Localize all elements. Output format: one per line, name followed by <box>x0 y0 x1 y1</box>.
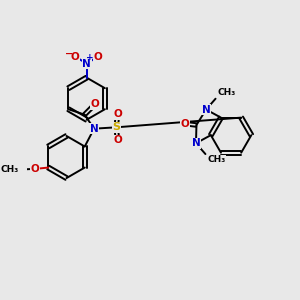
Text: +: + <box>86 53 94 62</box>
Text: CH₃: CH₃ <box>208 155 226 164</box>
Text: N: N <box>90 124 98 134</box>
Text: O: O <box>113 110 122 119</box>
Text: O: O <box>91 99 99 110</box>
Text: O: O <box>71 52 80 61</box>
Text: O: O <box>113 135 122 145</box>
Text: CH₃: CH₃ <box>218 88 236 98</box>
Text: O: O <box>181 119 190 129</box>
Text: O: O <box>94 52 102 61</box>
Text: N: N <box>192 138 200 148</box>
Text: S: S <box>112 122 120 132</box>
Text: CH₃: CH₃ <box>1 165 19 174</box>
Text: N: N <box>82 58 91 69</box>
Text: N: N <box>202 104 211 115</box>
Text: O: O <box>31 164 40 174</box>
Text: −: − <box>65 49 74 59</box>
